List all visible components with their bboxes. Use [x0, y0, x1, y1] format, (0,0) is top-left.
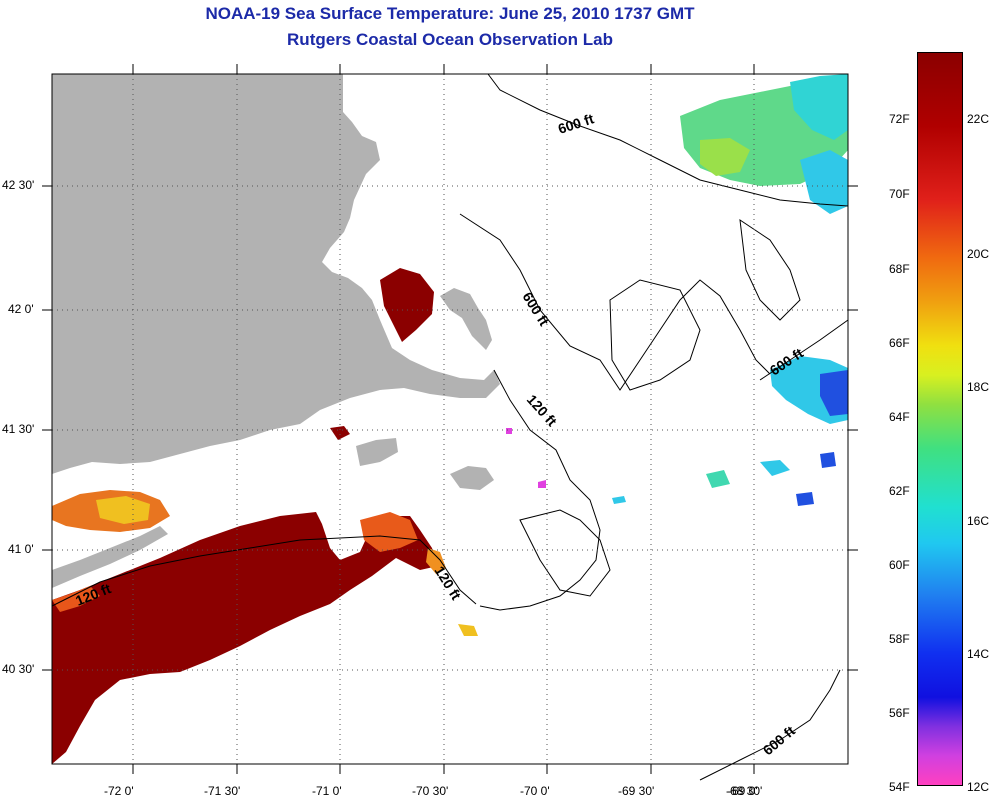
contour-600-east [759, 319, 849, 381]
lon-label: -71 0' [312, 784, 342, 798]
lat-label: 41 30' [2, 422, 35, 436]
lon-label: -69 30' [618, 784, 655, 798]
lon-label: -68 30' [726, 784, 763, 798]
colorbar-c-label: 14C [967, 647, 990, 661]
land-layer [52, 74, 500, 588]
new-england-land [52, 74, 500, 474]
ne-contour [739, 218, 801, 321]
colorbar-f-label: 58F [889, 632, 910, 646]
contour-label-600-central: 600 ft [519, 289, 552, 329]
lat-label: 42 0' [8, 302, 34, 316]
colorbar-c-label: 18C [967, 380, 990, 394]
contour-label-120-south: 120 ft [431, 563, 464, 603]
lon-label: -71 30' [204, 784, 241, 798]
sst-cool-region [506, 74, 848, 506]
lon-label: -69 0' [728, 784, 758, 798]
colorbar-c-label: 20C [967, 247, 990, 261]
cape-cod-arm [440, 288, 492, 350]
colorbar-c-label: 16C [967, 514, 990, 528]
colorbar-c-label: 12C [967, 780, 990, 794]
colorbar-c-label: 22C [967, 112, 990, 126]
sst-warm-region [52, 268, 478, 764]
colorbar-f-label: 62F [889, 484, 910, 498]
contour-120-cape [479, 369, 601, 611]
map-title: NOAA-19 Sea Surface Temperature: June 25… [205, 4, 695, 23]
contour-600-south [699, 669, 841, 781]
lon-label: -70 30' [412, 784, 449, 798]
temperature-colorbar [917, 52, 963, 786]
lat-label: 42 30' [2, 178, 35, 192]
colorbar-f-label: 72F [889, 112, 910, 126]
marthas-vineyard [356, 438, 398, 466]
contour-label-600-north: 600 ft [556, 110, 596, 137]
nantucket [450, 466, 494, 490]
gulf-basin-contour [609, 279, 701, 391]
colorbar-f-label: 68F [889, 262, 910, 276]
colorbar-f-label: 70F [889, 187, 910, 201]
contour-label-120-cape: 120 ft [524, 391, 561, 429]
lon-label: -72 0' [104, 784, 134, 798]
contour-label-600-south: 600 ft [760, 722, 799, 758]
colorbar-f-label: 66F [889, 336, 910, 350]
long-island [52, 526, 168, 588]
colorbar-f-label: 64F [889, 410, 910, 424]
contour-600-central [459, 213, 771, 391]
colorbar-f-label: 56F [889, 706, 910, 720]
colorbar-f-label: 60F [889, 558, 910, 572]
map-frame [51, 73, 849, 765]
lat-label: 41 0' [8, 542, 34, 556]
map-subtitle: Rutgers Coastal Ocean Observation Lab [287, 30, 613, 49]
colorbar-f-label: 54F [889, 780, 910, 794]
lon-label: -70 0' [520, 784, 550, 798]
lat-lon-grid [52, 74, 848, 764]
contour-120-sw [51, 535, 477, 607]
lat-label: 40 30' [2, 662, 35, 676]
contour-600-north [487, 73, 849, 207]
frame-ticks [42, 64, 858, 774]
